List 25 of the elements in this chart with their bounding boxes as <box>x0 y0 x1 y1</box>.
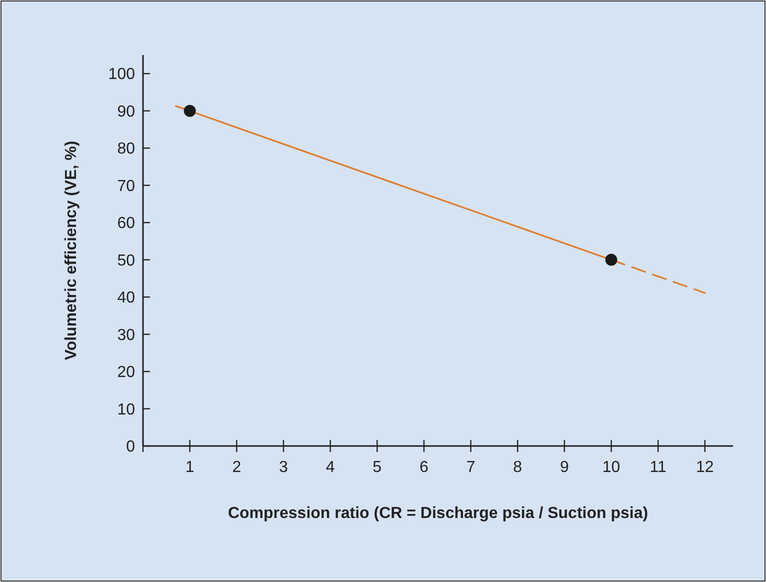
x-tick-label: 9 <box>560 459 569 476</box>
x-tick-label: 12 <box>696 459 714 476</box>
x-tick-label: 11 <box>650 459 666 476</box>
y-tick-label: 40 <box>117 290 136 307</box>
x-axis-title: Compression ratio (CR = Discharge psia / Suction psia) <box>228 505 648 522</box>
y-tick-label: 100 <box>108 66 136 84</box>
y-tick-label: 20 <box>117 364 136 382</box>
y-tick-label: 90 <box>117 103 136 120</box>
x-tick-label: 6 <box>420 459 428 476</box>
x-tick-label: 8 <box>513 459 522 476</box>
y-tick-label: 0 <box>126 438 136 456</box>
y-tick-label: 80 <box>117 140 136 158</box>
x-tick-label: 2 <box>232 459 242 476</box>
x-tick-label: 1 <box>185 459 194 476</box>
y-tick-label: 60 <box>117 215 136 232</box>
y-tick-label: 10 <box>117 401 136 418</box>
y-tick-label: 70 <box>117 178 136 195</box>
y-axis-title: Volumetric efficiency (VE, %) <box>63 140 80 360</box>
x-tick-label: 5 <box>372 459 382 476</box>
x-tick-label: 10 <box>602 459 620 476</box>
y-tick-label: 30 <box>117 326 136 344</box>
x-tick-label: 4 <box>326 459 335 476</box>
x-tick-label: 7 <box>466 459 476 476</box>
x-tick-label: 3 <box>279 459 288 476</box>
y-tick-label: 50 <box>117 252 136 270</box>
